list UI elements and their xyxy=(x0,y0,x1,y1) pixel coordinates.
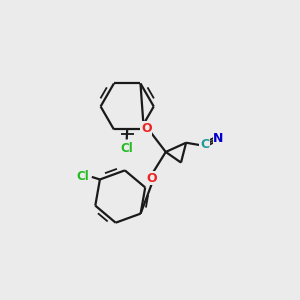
Text: Cl: Cl xyxy=(120,142,133,155)
Text: C: C xyxy=(200,138,209,151)
Text: O: O xyxy=(146,172,157,184)
Text: N: N xyxy=(213,132,224,145)
Text: Cl: Cl xyxy=(77,169,89,182)
Text: O: O xyxy=(141,122,152,135)
